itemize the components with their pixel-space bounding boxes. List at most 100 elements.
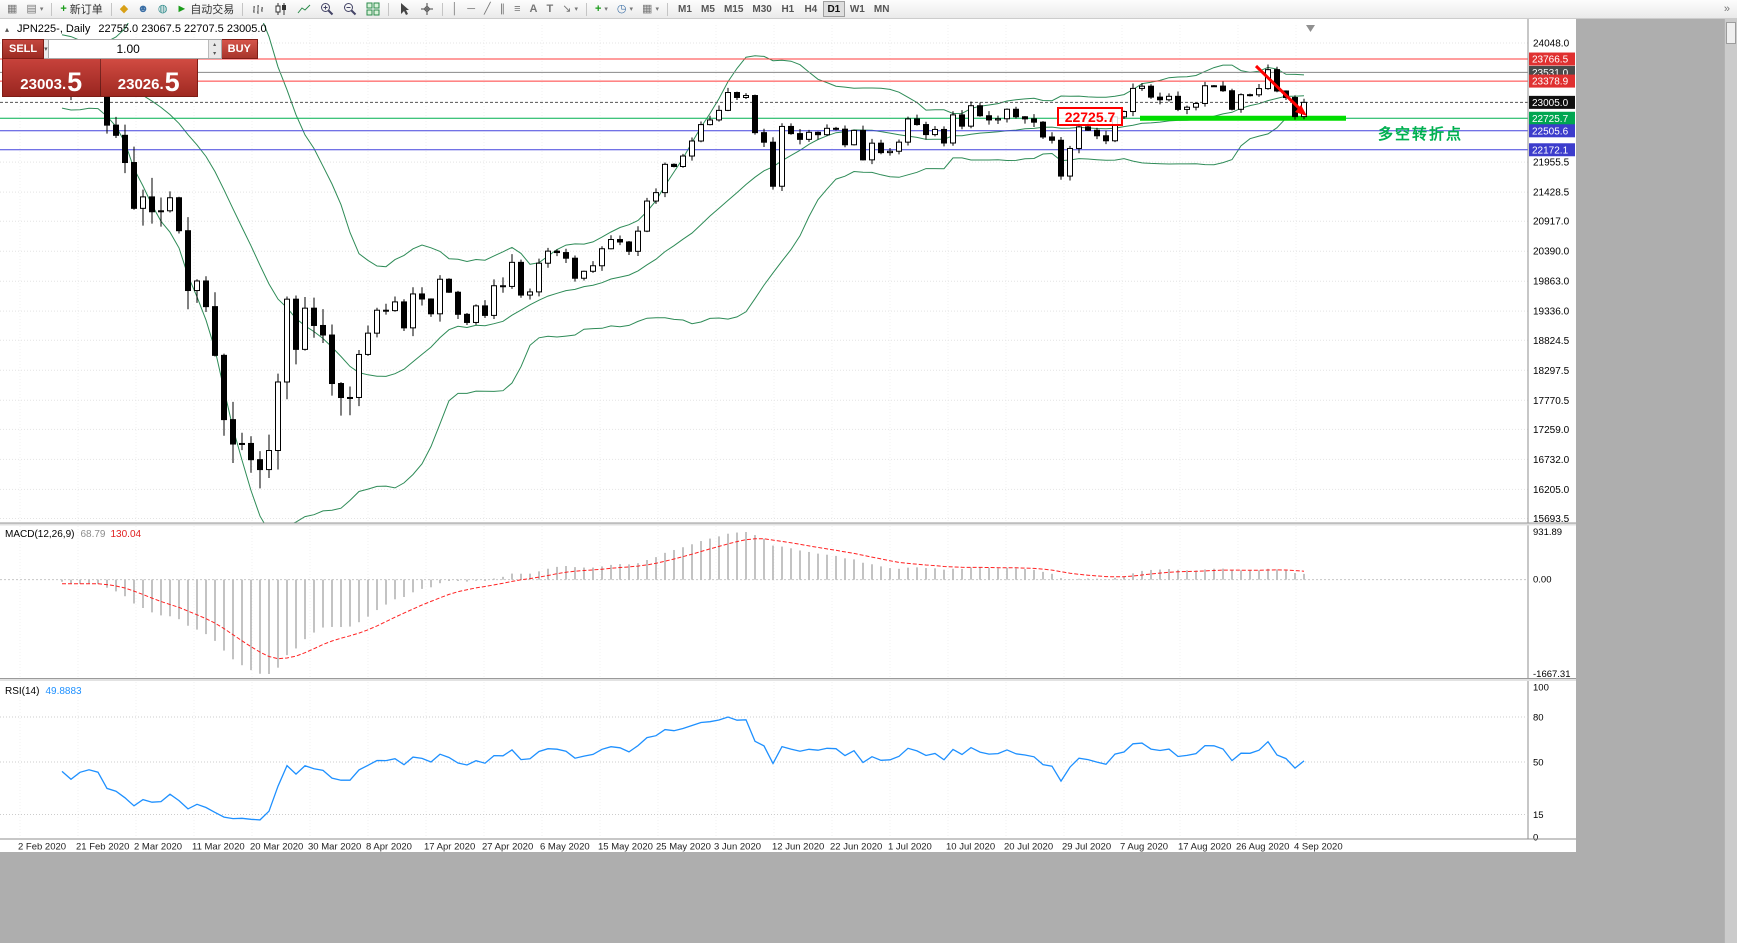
svg-text:17 Aug 2020: 17 Aug 2020	[1178, 842, 1231, 853]
svg-text:29 Jul 2020: 29 Jul 2020	[1062, 842, 1111, 853]
svg-text:19863.0: 19863.0	[1533, 277, 1570, 288]
svg-text:10 Jul 2020: 10 Jul 2020	[946, 842, 995, 853]
timeframe-M1[interactable]: M1	[674, 1, 696, 17]
price-annotation-box[interactable]: 22725.7	[1057, 107, 1123, 126]
new-order-label: 新订单	[69, 4, 103, 16]
timeframe-H4[interactable]: H4	[800, 1, 822, 17]
svg-text:25 May 2020: 25 May 2020	[656, 842, 711, 853]
mql5-icon[interactable]: ◆	[116, 1, 132, 18]
svg-text:17259.0: 17259.0	[1533, 425, 1570, 436]
svg-text:100: 100	[1533, 683, 1549, 694]
volume-decrease-button[interactable]: ▾	[208, 49, 221, 58]
timeframe-H1[interactable]: H1	[777, 1, 799, 17]
buy-button[interactable]: BUY	[221, 39, 258, 59]
vertical-line-icon[interactable]: │	[447, 1, 462, 18]
svg-text:24048.0: 24048.0	[1533, 39, 1570, 50]
svg-text:18297.5: 18297.5	[1533, 366, 1570, 377]
svg-text:6 May 2020: 6 May 2020	[540, 842, 590, 853]
svg-text:30 Mar 2020: 30 Mar 2020	[308, 842, 361, 853]
channel-icon[interactable]: ∥	[496, 1, 510, 18]
svg-text:4 Sep 2020: 4 Sep 2020	[1294, 842, 1343, 853]
volume-input[interactable]	[48, 40, 208, 58]
svg-text:2 Feb 2020: 2 Feb 2020	[18, 842, 66, 853]
volume-box: ▴ ▾	[48, 39, 222, 59]
svg-text:23005.0: 23005.0	[1532, 98, 1569, 109]
text-tool-icon[interactable]: A	[526, 1, 542, 18]
turning-point-annotation[interactable]: 多空转折点	[1378, 126, 1464, 143]
svg-text:2 Mar 2020: 2 Mar 2020	[134, 842, 182, 853]
sell-price[interactable]: 23003. 5	[3, 59, 101, 96]
zoom-in-icon[interactable]	[316, 1, 338, 18]
svg-text:16205.0: 16205.0	[1533, 485, 1570, 496]
line-chart-icon[interactable]	[293, 1, 315, 18]
market-icon[interactable]: ◍	[154, 1, 172, 18]
buy-price[interactable]: 23026. 5	[100, 59, 197, 96]
arrows-tool-icon[interactable]: ↘ ▾	[558, 1, 582, 18]
volume-dropdown-button[interactable]: ▾	[44, 39, 49, 59]
cursor-icon[interactable]	[393, 1, 415, 18]
scrollbar-thumb[interactable]	[1726, 22, 1736, 44]
svg-text:21955.5: 21955.5	[1533, 158, 1570, 169]
svg-text:23766.5: 23766.5	[1532, 55, 1569, 66]
sell-arrow-annotation	[1254, 64, 1303, 112]
chart-canvas[interactable]: 24048.0 21955.5 21428.5 20917.0 20390.0 19863…	[0, 19, 1576, 852]
svg-text:20 Mar 2020: 20 Mar 2020	[250, 842, 303, 853]
timeframe-D1[interactable]: D1	[822, 1, 845, 17]
svg-text:15: 15	[1533, 810, 1544, 821]
timeframe-M15[interactable]: M15	[720, 1, 747, 17]
timeframe-MN[interactable]: MN	[870, 1, 894, 17]
chart-window: 24048.0 21955.5 21428.5 20917.0 20390.0 19863…	[0, 19, 1576, 852]
periods-button[interactable]: ◷ ▾	[613, 1, 637, 18]
toolbar-overflow-icon[interactable]: »	[1720, 1, 1734, 18]
label-tool-icon[interactable]: T	[542, 1, 557, 18]
svg-text:23378.9: 23378.9	[1532, 77, 1569, 88]
svg-text:-1667.31: -1667.31	[1533, 669, 1571, 680]
indicators-button[interactable]: + ▾	[591, 1, 612, 18]
svg-text:27 Apr 2020: 27 Apr 2020	[482, 842, 533, 853]
autotrading-button[interactable]: ► 自动交易	[172, 1, 238, 18]
community-icon[interactable]: ☻	[133, 1, 153, 18]
templates-button[interactable]: ▦ ▾	[638, 1, 663, 18]
svg-text:21 Feb 2020: 21 Feb 2020	[76, 842, 129, 853]
panel-toggle-icon[interactable]: ▴	[5, 24, 10, 34]
ohlc-values: 22755.0 23067.5 22707.5 23005.0	[98, 23, 267, 35]
sell-button[interactable]: SELL	[2, 39, 45, 59]
toolbar-divider	[51, 2, 53, 16]
svg-text:21428.5: 21428.5	[1533, 188, 1570, 199]
svg-text:15 May 2020: 15 May 2020	[598, 842, 653, 853]
toolbar-divider	[585, 2, 587, 16]
volume-increase-button[interactable]: ▴	[208, 40, 221, 49]
svg-text:0: 0	[1533, 833, 1538, 844]
trendline-icon[interactable]: ╱	[480, 1, 495, 18]
main-toolbar: ▦ ▤ ▾ + 新订单 ◆ ☻ ◍ ► 自动交易 │ ─ ╱ ∥ ≡ A T ↘ ▾	[0, 0, 1737, 19]
rsi-line	[61, 716, 1305, 821]
toolbar-divider	[110, 2, 112, 16]
svg-text:8 Apr 2020: 8 Apr 2020	[366, 842, 412, 853]
zoom-out-icon[interactable]	[339, 1, 361, 18]
svg-text:20 Jul 2020: 20 Jul 2020	[1004, 842, 1053, 853]
bar-chart-icon[interactable]	[247, 1, 269, 18]
volume-stepper: ▴ ▾	[207, 40, 221, 58]
new-order-button[interactable]: + 新订单	[56, 1, 106, 18]
timeframe-M5[interactable]: M5	[697, 1, 719, 17]
svg-text:20917.0: 20917.0	[1533, 217, 1570, 228]
crosshair-icon[interactable]	[416, 1, 438, 18]
chart-profiles-icon[interactable]: ▤ ▾	[22, 1, 47, 18]
horizontal-line-icon[interactable]: ─	[463, 1, 479, 18]
svg-text:0.00: 0.00	[1533, 575, 1552, 586]
macd-indicator-label: MACD(12,26,9) 68.79 130.04	[5, 529, 142, 540]
timeframe-group: M1 M5 M15 M30 H1 H4 D1 W1 MN	[674, 1, 893, 17]
timeframe-W1[interactable]: W1	[846, 1, 869, 17]
svg-text:26 Aug 2020: 26 Aug 2020	[1236, 842, 1289, 853]
svg-text:23531.0: 23531.0	[1532, 68, 1569, 79]
svg-text:22 Jun 2020: 22 Jun 2020	[830, 842, 882, 853]
svg-text:22172.1: 22172.1	[1532, 145, 1569, 156]
tile-windows-icon[interactable]	[362, 1, 384, 18]
candlestick-chart-icon[interactable]	[270, 1, 292, 18]
vertical-scrollbar[interactable]	[1724, 19, 1737, 943]
fibonacci-icon[interactable]: ≡	[510, 1, 524, 18]
new-chart-icon[interactable]: ▦	[3, 1, 21, 18]
timeframe-M30[interactable]: M30	[748, 1, 775, 17]
rsi-indicator-label: RSI(14) 49.8883	[5, 686, 82, 697]
svg-text:20390.0: 20390.0	[1533, 247, 1570, 258]
